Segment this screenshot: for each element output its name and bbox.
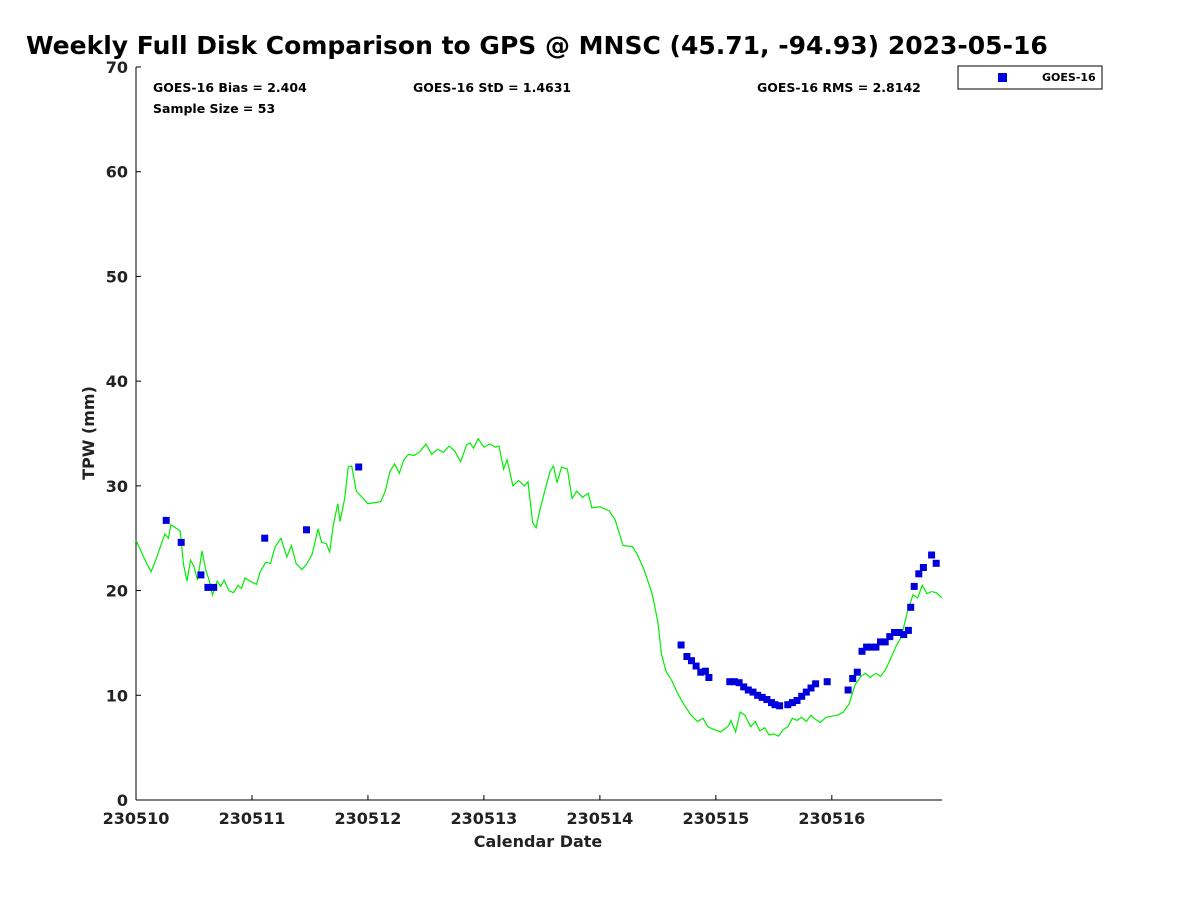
goes16-point [788, 699, 796, 707]
y-tick-label: 30 [106, 477, 128, 496]
y-tick-label: 20 [106, 582, 128, 601]
goes16-point [697, 668, 705, 676]
goes16-point [823, 678, 831, 686]
x-tick-label: 230512 [335, 809, 402, 828]
std-stat: GOES-16 StD = 1.4631 [413, 80, 571, 95]
goes16-point [863, 643, 871, 651]
goes16-point [784, 701, 792, 709]
goes16-point [928, 551, 936, 559]
goes16-point [730, 678, 738, 686]
goes16-point [919, 564, 927, 571]
goes16-point [701, 667, 709, 675]
legend-label-goes16: GOES-16 [1042, 71, 1096, 84]
y-ticks: 0 10 20 30 40 50 60 70 [106, 58, 141, 810]
goes16-point [807, 684, 815, 692]
x-tick-label: 230515 [682, 809, 749, 828]
goes16-point [754, 691, 762, 699]
y-tick-label: 40 [106, 372, 128, 391]
legend-marker-goes16 [998, 73, 1007, 82]
goes16-point [812, 680, 820, 688]
bias-stat: GOES-16 Bias = 2.404 [153, 80, 307, 95]
x-tick-label: 230513 [451, 809, 518, 828]
goes16-point [877, 638, 884, 646]
goes16-point [802, 688, 810, 696]
goes16-point [688, 657, 695, 665]
goes16-point [705, 674, 713, 681]
gps-line [135, 437, 943, 737]
goes16-point [758, 693, 766, 701]
legend-box [957, 65, 1103, 90]
goes16-point [915, 570, 923, 578]
goes16-point [763, 696, 771, 703]
goes16-point [872, 643, 880, 651]
y-tick-label: 70 [106, 58, 128, 77]
goes16-point [677, 641, 685, 649]
chart-title: Weekly Full Disk Comparison to GPS @ MNS… [26, 31, 1048, 60]
goes16-point [210, 583, 218, 591]
x-tick-label: 230510 [103, 809, 170, 828]
plot-frame [136, 67, 942, 800]
goes16-point [204, 583, 212, 591]
goes16-point [907, 603, 915, 611]
goes16-point [881, 638, 889, 646]
goes16-point [853, 668, 861, 676]
goes16-point [692, 662, 700, 670]
goes16-point [771, 701, 779, 709]
series-layer [135, 437, 943, 737]
goes16-point [303, 526, 310, 534]
goes16-point [798, 692, 806, 700]
y-axis-label: TPW (mm) [79, 386, 98, 480]
goes16-point [735, 679, 743, 687]
goes16-point [867, 643, 875, 651]
goes16-point [740, 683, 748, 691]
goes16-point [749, 688, 757, 696]
goes16-point [895, 629, 903, 636]
goes16-point [886, 633, 894, 641]
y-tick-label: 10 [106, 686, 128, 705]
goes16-point [904, 626, 912, 634]
goes16-point [910, 582, 918, 590]
rms-stat: GOES-16 RMS = 2.8142 [757, 80, 921, 95]
goes16-point [355, 463, 363, 471]
x-ticks: 230510 230511 230512 230513 230514 230515 2305… [103, 795, 865, 828]
y-tick-label: 0 [117, 791, 128, 810]
x-axis-label: Calendar Date [474, 832, 603, 851]
goes16-point [900, 631, 908, 639]
goes16-point [891, 629, 898, 636]
y-tick-label: 60 [106, 163, 128, 182]
goes16-point [776, 702, 784, 710]
goes16-point [844, 686, 852, 694]
sample-size-stat: Sample Size = 53 [153, 101, 275, 116]
x-tick-label: 230511 [219, 809, 286, 828]
plot-area: 0 10 20 30 40 50 60 70 230510 230511 230512 230513… [103, 58, 943, 828]
goes16-point [849, 675, 857, 682]
goes16-point [858, 647, 866, 655]
goes16-point [793, 697, 801, 704]
goes16-point [197, 571, 205, 579]
goes16-point [744, 686, 752, 694]
x-tick-label: 230516 [798, 809, 865, 828]
y-tick-label: 50 [106, 267, 128, 286]
goes16-point [261, 534, 269, 542]
goes16-point [726, 678, 734, 686]
goes16-point [177, 538, 185, 546]
goes16-point [162, 516, 170, 524]
legend: GOES-16 [957, 65, 1103, 90]
goes16-point [932, 559, 940, 567]
x-tick-label: 230514 [566, 809, 633, 828]
goes16-point [683, 653, 691, 660]
